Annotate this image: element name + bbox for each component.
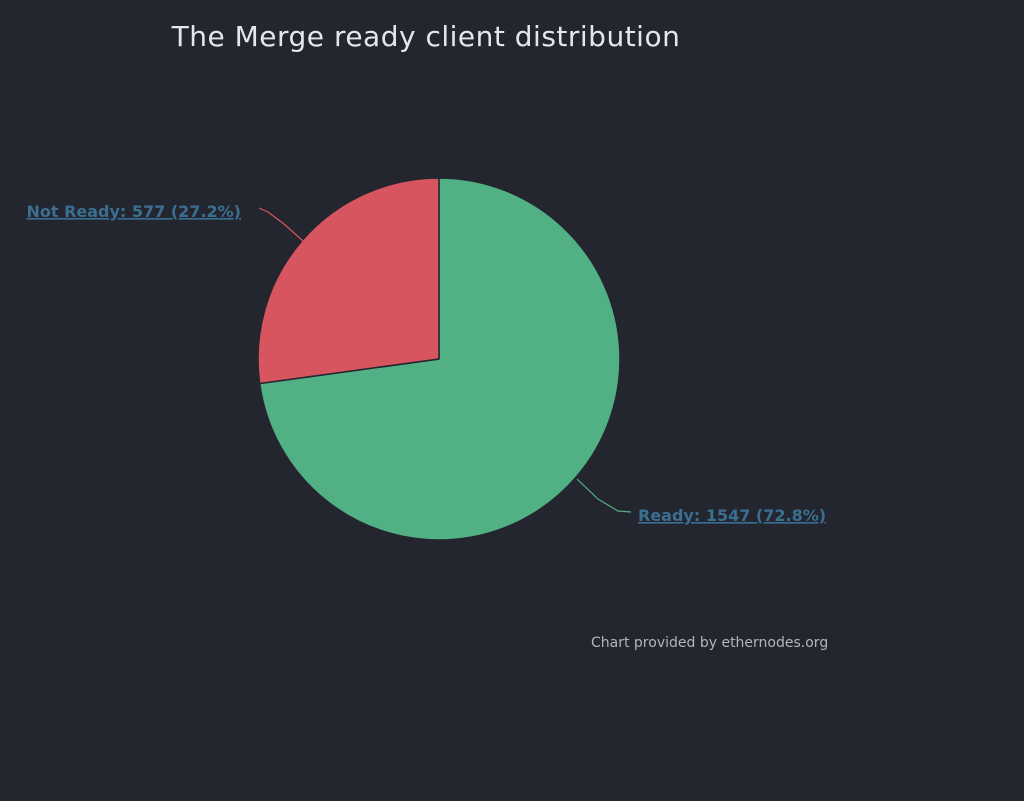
leader-line-not-ready	[258, 207, 304, 242]
slices-layer	[257, 177, 621, 541]
labels-layer: Ready: 1547 (72.8%) Not Ready: 577 (27.2%…	[26, 202, 826, 525]
chart-credit-link[interactable]: Chart provided by ethernodes.org	[591, 635, 829, 651]
pie-slice-ready[interactable]	[258, 177, 621, 541]
leader-line-ready	[576, 478, 632, 513]
chart-title: The Merge ready client distribution	[171, 20, 681, 53]
pie-slice-not-ready[interactable]	[257, 177, 440, 385]
data-label-not-ready[interactable]: Not Ready: 577 (27.2%)	[26, 202, 241, 221]
data-label-ready[interactable]: Ready: 1547 (72.8%)	[638, 506, 826, 525]
